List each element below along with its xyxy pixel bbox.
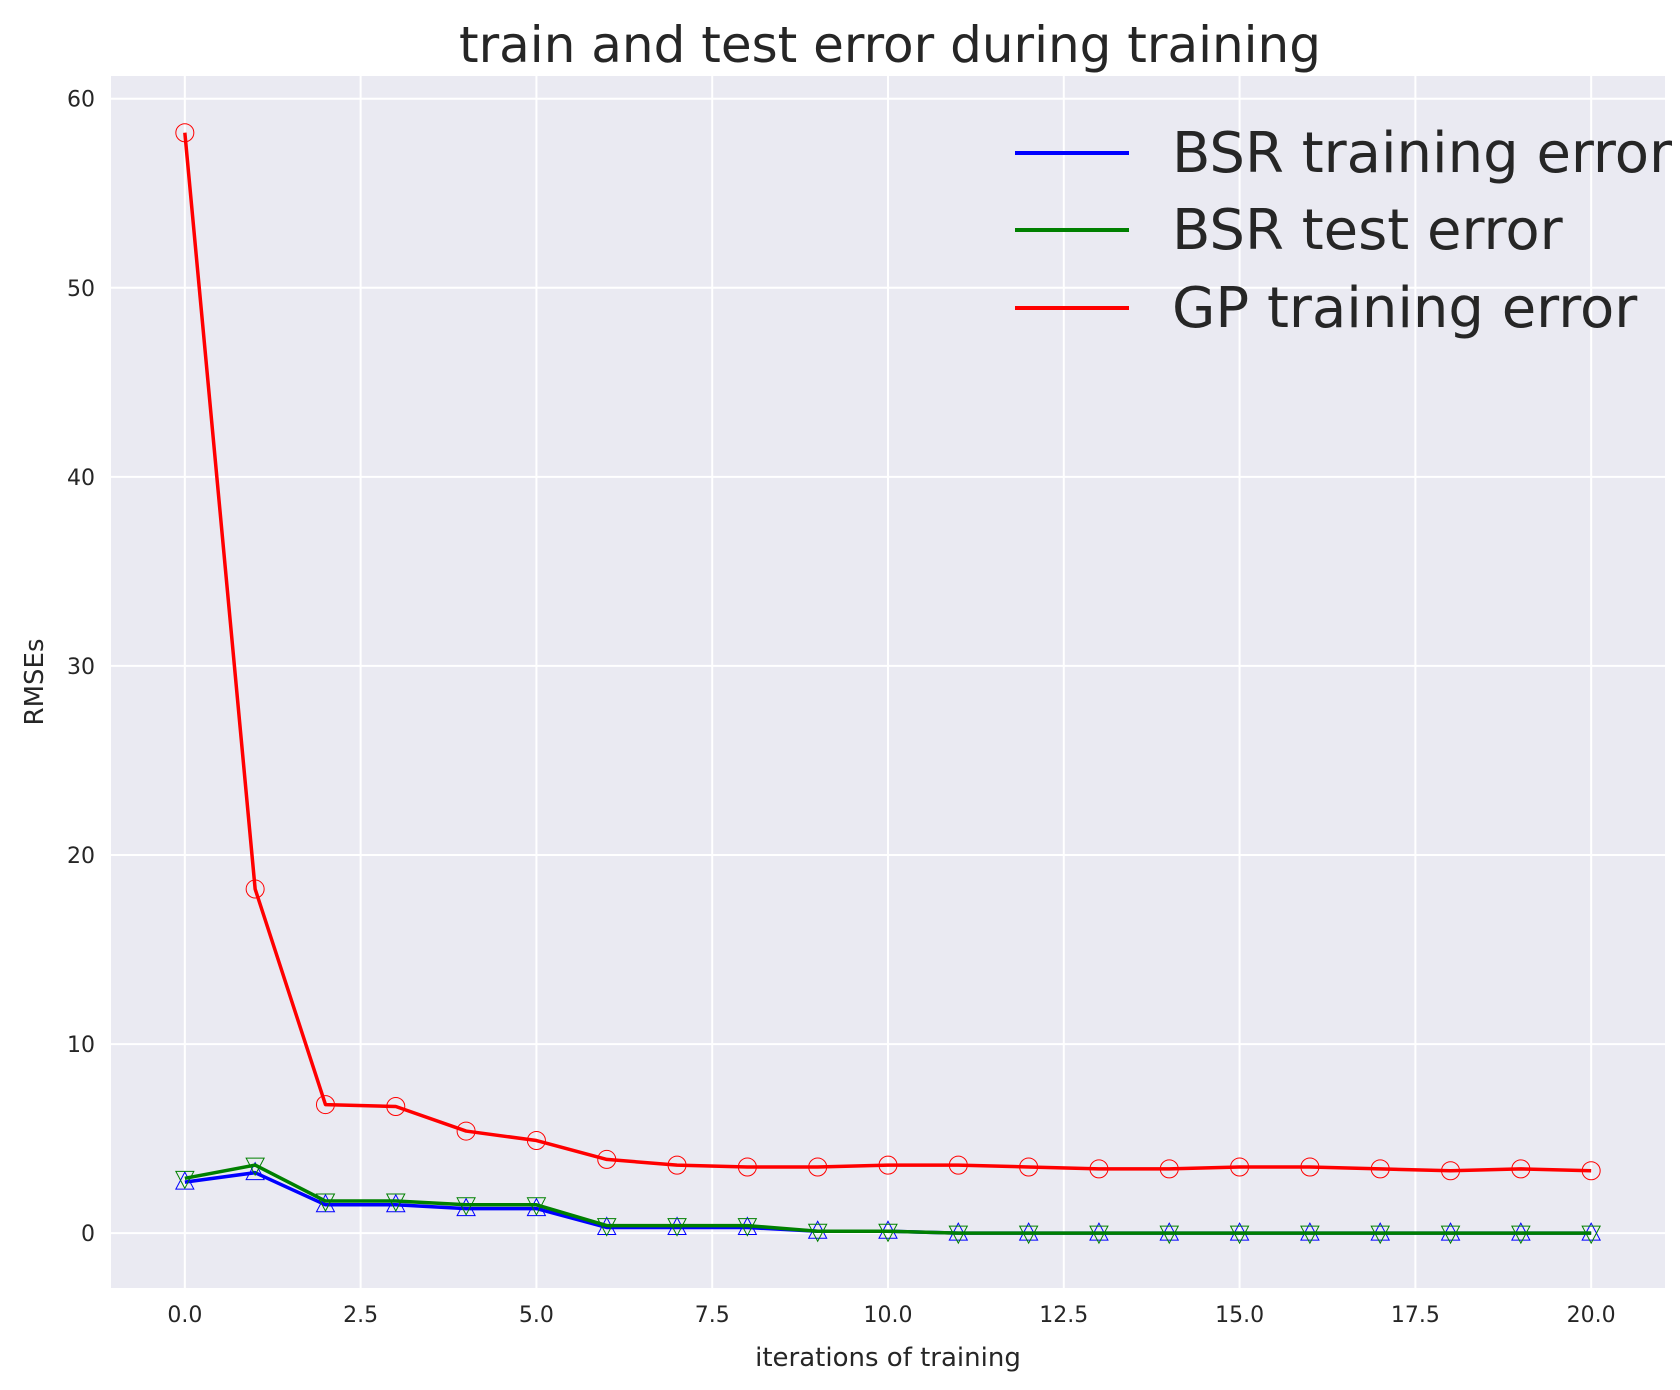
data-point [1019,1157,1039,1177]
y-tick-label: 60 [67,88,95,113]
x-tick-label: 2.5 [343,1303,378,1328]
data-point [1370,1225,1391,1245]
data-point [1300,1225,1320,1245]
data-point [456,1197,476,1216]
data-point [667,1155,687,1175]
data-point [245,879,265,899]
data-point [1511,1225,1531,1245]
x-tick-label: 5.0 [519,1303,554,1328]
x-axis-ticks: 0.0 2.5 5.0 7.5 10.0 12.5 15.0 17.5 20.0 [167,1303,1615,1328]
series-line [183,132,1592,1173]
y-tick-label: 50 [67,277,95,302]
chart-title: train and test error during training [459,16,1321,74]
data-point [808,1157,828,1177]
data-point [807,1223,828,1243]
data-point [1370,1159,1390,1179]
x-tick-label: 7.5 [695,1303,730,1328]
y-axis-label: RMSEs [20,639,50,726]
data-point [1159,1159,1179,1179]
y-tick-label: 0 [81,1222,95,1247]
data-point [315,1095,335,1115]
data-point [315,1193,336,1213]
series-line [184,1163,1592,1235]
data-point [386,1096,406,1116]
data-point [1018,1225,1039,1245]
x-tick-label: 17.5 [1391,1303,1440,1328]
data-point [245,1157,265,1177]
y-tick-label: 30 [67,655,95,680]
data-point [1229,1225,1250,1245]
data-point [737,1218,758,1237]
series-2 [175,1157,1601,1245]
legend: BSR training error BSR test error GP train… [1015,121,1673,341]
data-point [175,1170,195,1190]
data-point [667,1218,687,1237]
data-point [1581,1225,1601,1245]
legend-label: BSR test error [1172,198,1564,263]
y-tick-label: 40 [67,466,95,491]
data-point [596,1218,617,1237]
data-point [878,1223,898,1243]
legend-label: BSR training error [1172,121,1673,186]
data-point [175,123,195,143]
data-point [1581,1161,1601,1181]
data-point [1441,1161,1461,1181]
x-tick-label: 20.0 [1567,1303,1616,1328]
data-point [737,1157,757,1177]
data-point [526,1197,547,1216]
x-tick-label: 10.0 [864,1303,913,1328]
y-tick-label: 20 [67,844,95,869]
data-point [948,1155,968,1175]
data-point [597,1149,617,1169]
data-point [1440,1225,1461,1245]
data-point [1089,1225,1109,1245]
data-point [1230,1157,1250,1177]
data-point [878,1155,898,1175]
x-tick-label: 0.0 [167,1303,202,1328]
legend-label: GP training error [1172,276,1638,341]
y-axis-ticks: 0 10 20 30 40 50 60 [67,88,95,1247]
data-point [1089,1159,1109,1179]
x-tick-label: 15.0 [1215,1303,1264,1328]
data-point [456,1121,476,1141]
y-tick-label: 10 [67,1033,95,1058]
data-point [245,1161,265,1181]
data-point [1159,1225,1180,1245]
series-3 [175,123,1601,1181]
data-point [948,1225,969,1245]
x-axis-label: iterations of training [755,1343,1021,1373]
data-point [385,1193,406,1213]
data-point [526,1131,546,1151]
x-tick-label: 12.5 [1039,1303,1088,1328]
data-point [1300,1157,1320,1177]
series [175,123,1601,1245]
data-point [1511,1159,1531,1179]
